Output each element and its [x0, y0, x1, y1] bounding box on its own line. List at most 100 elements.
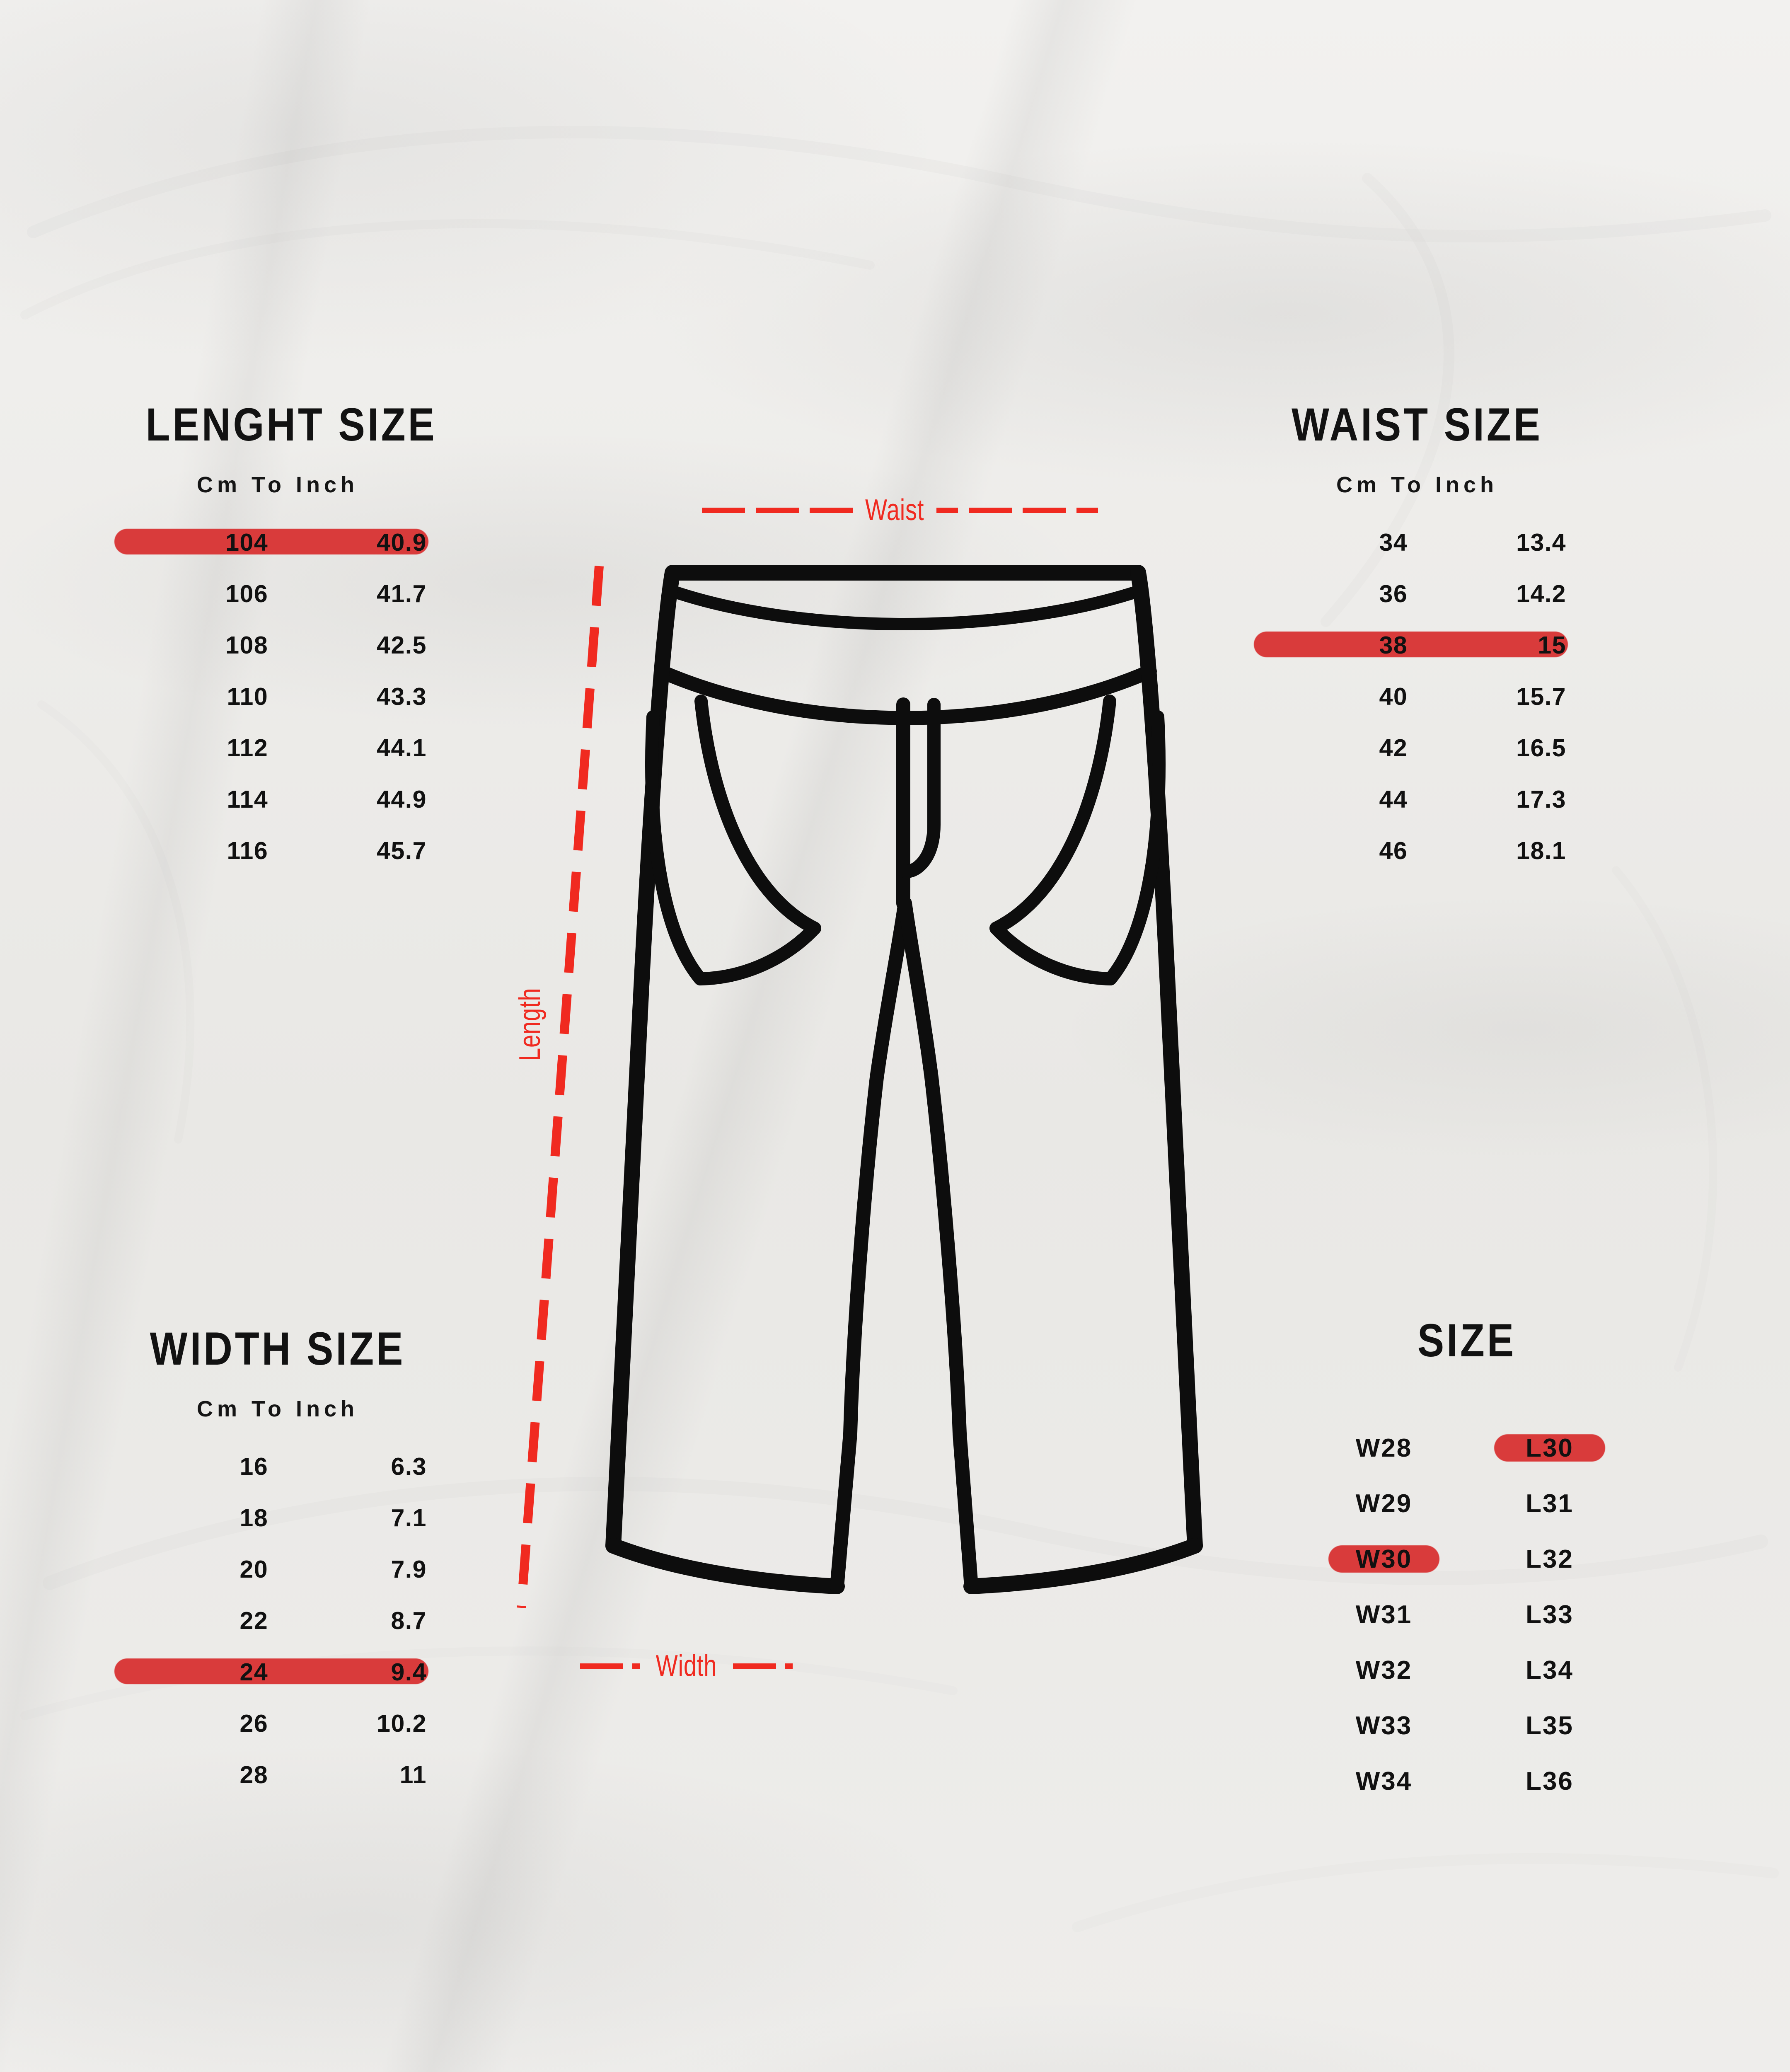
cell-cm: 16	[239, 1453, 268, 1480]
cell-inch: 7.1	[391, 1504, 427, 1532]
cell-inch: 44.9	[377, 786, 427, 813]
cell-cm: 108	[225, 632, 268, 659]
cell-inch: 40.9	[377, 529, 427, 556]
waist-dash-right	[936, 507, 1098, 513]
cell-inch: 42.5	[377, 632, 427, 659]
cell-cm: 20	[239, 1556, 268, 1583]
length-size-title: LENGHT SIZE	[145, 399, 437, 450]
cell-cm: 40	[1379, 683, 1408, 710]
cell-inch: 11	[399, 1761, 427, 1789]
pants-front-outline-illustration	[605, 565, 1203, 1594]
width-size-title: WIDTH SIZE	[150, 1323, 406, 1375]
cell-length-size: L35	[1526, 1711, 1574, 1740]
cell-inch: 41.7	[377, 580, 427, 608]
waist-size-block: WAIST SIZE Cm To Inch 34 13.4 36 14.2 38 15 40…	[1264, 398, 1570, 876]
width-annotation-label: Width	[656, 1649, 717, 1682]
table-row: 40 15.7	[1264, 671, 1570, 722]
cell-inch: 8.7	[391, 1607, 427, 1634]
size-rows: W28 L30 W29 L31 W30 L32 W31 L33 W32 L34 W33 L35 W34 L…	[1301, 1420, 1633, 1809]
table-row: 116 45.7	[124, 825, 431, 876]
cell-cm: 24	[239, 1658, 268, 1686]
table-row: 34 13.4	[1264, 517, 1570, 568]
size-table-row: W31 L33	[1301, 1587, 1633, 1642]
cell-cm: 106	[225, 580, 268, 608]
cell-inch: 15.7	[1516, 683, 1566, 710]
width-dash-left	[580, 1663, 640, 1669]
cell-inch: 16.5	[1516, 734, 1566, 762]
cell-waist-size: W29	[1355, 1489, 1413, 1518]
width-size-block: WIDTH SIZE Cm To Inch 16 6.3 18 7.1 20 7.9 22 8…	[124, 1322, 431, 1801]
cell-inch: 45.7	[377, 837, 427, 864]
size-title: SIZE	[1417, 1314, 1517, 1366]
table-row: 112 44.1	[124, 722, 431, 774]
table-row: 20 7.9	[124, 1544, 431, 1595]
cell-cm: 18	[239, 1504, 268, 1532]
waist-size-subtitle: Cm To Inch	[1336, 472, 1498, 497]
cell-inch: 6.3	[391, 1453, 427, 1480]
cell-inch: 14.2	[1516, 580, 1566, 608]
cell-length-size: L36	[1526, 1767, 1574, 1796]
size-table-row: W30 L32	[1301, 1531, 1633, 1587]
table-row: 24 9.4	[124, 1646, 431, 1698]
cell-cm: 44	[1379, 786, 1408, 813]
cell-cm: 26	[239, 1710, 268, 1737]
size-block: SIZE W28 L30 W29 L31 W30 L32 W31 L33 W32 L34 W33 L3…	[1301, 1314, 1633, 1809]
cell-cm: 112	[227, 734, 268, 762]
cell-inch: 44.1	[377, 734, 427, 762]
table-row: 42 16.5	[1264, 722, 1570, 774]
size-table-row: W32 L34	[1301, 1642, 1633, 1698]
cell-length-size: L31	[1526, 1489, 1574, 1518]
cell-cm: 114	[227, 786, 268, 813]
table-row: 38 15	[1264, 620, 1570, 671]
cell-inch: 18.1	[1516, 837, 1566, 864]
cell-cm: 36	[1379, 580, 1408, 608]
cell-cm: 116	[227, 837, 268, 864]
table-row: 26 10.2	[124, 1698, 431, 1749]
table-row: 108 42.5	[124, 620, 431, 671]
width-measure-annotation: Width	[580, 1649, 845, 1682]
cell-cm: 110	[227, 683, 268, 710]
cell-waist-size: W32	[1355, 1656, 1413, 1685]
length-size-subtitle: Cm To Inch	[197, 472, 358, 497]
table-row: 46 18.1	[1264, 825, 1570, 876]
table-row: 110 43.3	[124, 671, 431, 722]
length-measure-dashed-line	[517, 566, 604, 1608]
cell-cm: 34	[1379, 529, 1408, 556]
cell-length-size: L33	[1526, 1600, 1574, 1629]
cell-cm: 38	[1379, 632, 1408, 659]
table-row: 44 17.3	[1264, 774, 1570, 825]
waist-size-title: WAIST SIZE	[1291, 399, 1543, 450]
waist-dash-left	[700, 507, 853, 513]
waist-annotation-label: Waist	[865, 494, 924, 527]
width-dash-right	[733, 1663, 793, 1669]
cell-waist-size: W30	[1301, 1544, 1467, 1574]
size-table-row: W28 L30	[1301, 1420, 1633, 1476]
cell-inch: 17.3	[1516, 786, 1566, 813]
waist-size-rows: 34 13.4 36 14.2 38 15 40 15.7 42 16.5 44 17.3 46 18.1	[1264, 517, 1570, 876]
size-table-row: W33 L35	[1301, 1698, 1633, 1753]
table-row: 22 8.7	[124, 1595, 431, 1646]
cell-inch: 15	[1538, 632, 1566, 659]
length-size-block: LENGHT SIZE Cm To Inch 104 40.9 106 41.7 108…	[124, 398, 437, 876]
cell-length-size: L32	[1526, 1544, 1574, 1573]
cell-waist-size: W33	[1355, 1711, 1413, 1740]
cell-cm: 104	[225, 529, 268, 556]
length-size-rows: 104 40.9 106 41.7 108 42.5 110 43.3 112 44.1 114 44…	[124, 517, 431, 876]
width-size-rows: 16 6.3 18 7.1 20 7.9 22 8.7 24 9.4 26 10.2 28 11	[124, 1441, 431, 1801]
cell-waist-size: W34	[1355, 1767, 1413, 1796]
table-row: 104 40.9	[124, 517, 431, 568]
size-table-row: W29 L31	[1301, 1476, 1633, 1531]
cell-waist-size: W31	[1355, 1600, 1413, 1629]
cell-inch: 13.4	[1516, 529, 1566, 556]
cell-waist-size: W28	[1355, 1433, 1413, 1462]
waist-measure-annotation: Waist	[700, 494, 1098, 527]
cell-inch: 9.4	[391, 1658, 427, 1686]
table-row: 28 11	[124, 1749, 431, 1801]
cell-length-size: L34	[1526, 1656, 1574, 1685]
cell-length-size: L30	[1467, 1433, 1633, 1463]
table-row: 36 14.2	[1264, 568, 1570, 620]
cell-inch: 7.9	[391, 1556, 427, 1583]
size-table-row: W34 L36	[1301, 1753, 1633, 1809]
table-row: 106 41.7	[124, 568, 431, 620]
cell-cm: 22	[239, 1607, 268, 1634]
